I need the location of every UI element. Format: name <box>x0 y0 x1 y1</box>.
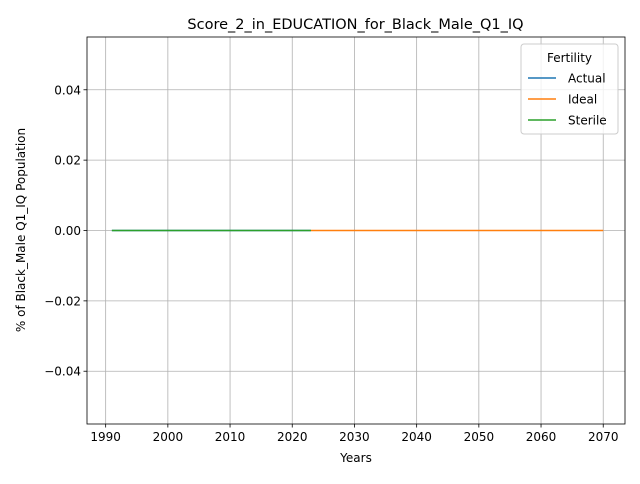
x-tick-label: 2060 <box>526 430 557 444</box>
x-axis-label: Years <box>339 451 372 465</box>
legend-label-actual: Actual <box>568 72 606 86</box>
legend-box <box>520 43 619 135</box>
x-tick-label: 2020 <box>277 430 308 444</box>
y-tick-label: 0.04 <box>54 83 81 97</box>
y-axis-label: % of Black_Male Q1_IQ Population <box>14 128 28 332</box>
y-tick-label: −0.02 <box>44 294 81 308</box>
x-tick-label: 2000 <box>153 430 184 444</box>
legend-title: Fertility <box>547 51 592 65</box>
x-tick-label: 1990 <box>90 430 121 444</box>
x-tick-label: 2070 <box>588 430 619 444</box>
x-tick-label: 2010 <box>215 430 246 444</box>
y-tick-label: 0.02 <box>54 154 81 168</box>
chart-title: Score_2_in_EDUCATION_for_Black_Male_Q1_I… <box>187 17 523 33</box>
x-tick-label: 2030 <box>339 430 370 444</box>
y-tick-label: 0.00 <box>54 224 81 238</box>
x-tick-label: 2050 <box>464 430 495 444</box>
legend-label-ideal: Ideal <box>568 93 597 107</box>
y-tick-label: −0.04 <box>44 365 81 379</box>
legend-label-sterile: Sterile <box>568 114 607 128</box>
x-tick-label: 2040 <box>401 430 432 444</box>
